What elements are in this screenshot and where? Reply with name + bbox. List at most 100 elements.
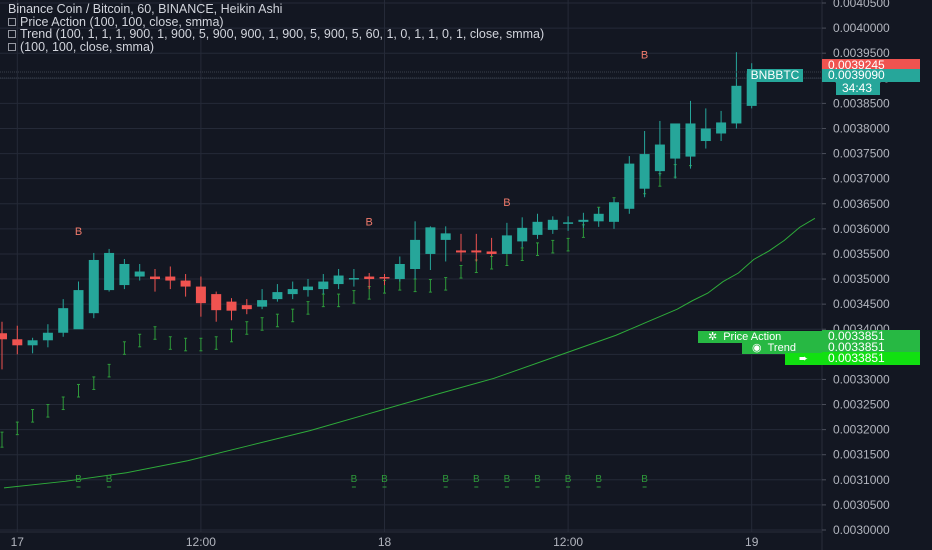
candle-body xyxy=(12,339,23,346)
price-tick-label: 0.0031500 xyxy=(833,448,890,462)
candle-body xyxy=(685,123,696,157)
candle-body xyxy=(379,277,390,279)
candle-body xyxy=(501,235,512,254)
time-axis[interactable]: 17 12:00 18 12:00 19 xyxy=(11,535,759,549)
buy-marker-bottom: B xyxy=(351,474,358,485)
buy-marker-top: B xyxy=(641,50,648,62)
buy-markers: B B B B B B B B B B B B B B B xyxy=(75,50,648,488)
price-tick-label: 0.0039500 xyxy=(833,46,890,60)
collapse-icon[interactable] xyxy=(8,43,16,52)
candle-body xyxy=(456,250,466,253)
collapse-icon[interactable] xyxy=(8,17,16,26)
candle-body xyxy=(731,85,742,124)
price-tick-label: 0.0035000 xyxy=(833,272,890,286)
candle-body xyxy=(58,308,69,333)
arrow-icon: ➨ xyxy=(798,353,809,365)
buy-marker-bottom: B xyxy=(565,474,572,485)
candle-body xyxy=(42,332,53,341)
buy-marker-bottom: B xyxy=(442,474,449,485)
candle-body xyxy=(654,144,665,172)
buy-marker-bottom: B xyxy=(473,474,480,485)
price-action-tag-label: Price Action xyxy=(723,331,782,343)
leaf-icon: ✲ xyxy=(708,331,718,343)
candle-body xyxy=(440,233,451,240)
candles xyxy=(0,52,757,370)
candle-body xyxy=(639,154,650,189)
candle-body xyxy=(211,294,222,311)
candle-body xyxy=(104,252,115,291)
candle-body xyxy=(746,73,757,106)
buy-marker-top: B xyxy=(366,216,373,228)
price-tick-label: 0.0036500 xyxy=(833,197,890,211)
buy-marker-bottom: B xyxy=(534,474,541,485)
candle-body xyxy=(0,333,7,340)
legend-trend-label: Trend (100, 1, 1, 1, 900, 1, 900, 5, 900… xyxy=(20,27,545,42)
ma-line xyxy=(3,217,816,489)
price-action-tag: ✲ Price Action xyxy=(698,331,822,343)
candle-body xyxy=(348,278,359,280)
legend-price-action[interactable]: Price Action (100, 100, close, smma) xyxy=(8,14,544,29)
candle-body xyxy=(486,251,497,254)
candle-body xyxy=(578,219,589,222)
candle-body xyxy=(547,219,558,230)
time-tick-label: 18 xyxy=(378,535,392,549)
buy-marker-top: B xyxy=(503,197,510,209)
candle-body xyxy=(624,163,635,209)
time-tick-label: 12:00 xyxy=(186,535,216,549)
price-tick-label: 0.0036000 xyxy=(833,222,890,236)
price-tick-label: 0.0034500 xyxy=(833,297,890,311)
buy-marker-bottom: B xyxy=(75,474,82,485)
candle-body xyxy=(180,280,191,287)
price-tick-label: 0.0030000 xyxy=(833,523,890,537)
price-tick-label: 0.0031000 xyxy=(833,473,890,487)
legend-title: Binance Coin / Bitcoin, 60, BINANCE, Hei… xyxy=(8,2,283,16)
trend-icon: ◉ xyxy=(752,342,762,354)
candle-body xyxy=(394,263,405,280)
ma-value-tag: 0.0033851 xyxy=(822,352,920,365)
trend-tag-label: Trend xyxy=(767,342,796,354)
collapse-icon[interactable] xyxy=(8,30,16,39)
price-tick-label: 0.0032000 xyxy=(833,423,890,437)
ma-polyline xyxy=(3,217,816,489)
candle-body xyxy=(73,290,84,330)
time-tick-label: 17 xyxy=(11,535,25,549)
price-tick-label: 0.0032500 xyxy=(833,398,890,412)
symbol-tag: BNBBTC xyxy=(747,69,803,82)
ask-price-tag: 0.0039245 xyxy=(822,59,920,72)
candle-body xyxy=(700,128,711,142)
trend-tag: ◉ Trend xyxy=(742,342,822,354)
price-tick-label: 0.0033000 xyxy=(833,372,890,386)
candle-body xyxy=(532,221,543,235)
legend-ma[interactable]: (100, 100, close, smma) xyxy=(8,41,544,54)
trend-value-tag: 0.0033851 xyxy=(822,341,920,354)
last-price-tag: 0.0039090 xyxy=(822,69,920,82)
price-tick-label: 0.0038500 xyxy=(833,96,890,110)
legend-price-action-label: Price Action (100, 100, close, smma) xyxy=(20,14,224,29)
buy-marker-top: B xyxy=(75,226,82,238)
candle-body xyxy=(150,276,160,280)
candle-body xyxy=(517,227,528,242)
candle-body xyxy=(226,301,237,311)
candle-body xyxy=(303,286,313,291)
candle-body xyxy=(27,340,38,346)
legend-trend[interactable]: Trend (100, 1, 1, 1, 900, 1, 900, 5, 900… xyxy=(8,28,544,41)
candle-body xyxy=(318,281,329,290)
candle-body xyxy=(272,292,283,300)
price-tick-label: 0.0037000 xyxy=(833,172,890,186)
price-tick-label: 0.0035500 xyxy=(833,247,890,261)
buy-marker-bottom: B xyxy=(595,474,602,485)
countdown-tag: 34:43 xyxy=(836,82,880,95)
candle-body xyxy=(563,222,574,224)
price-action-value-tag: 0.0033851 xyxy=(822,330,920,343)
candle-body xyxy=(471,250,482,253)
price-tick-label: 0.0030500 xyxy=(833,498,890,512)
price-tick-label: 0.0040500 xyxy=(833,0,890,10)
candle-body xyxy=(716,122,727,134)
candle-body xyxy=(670,123,681,159)
candle-body xyxy=(333,275,344,285)
time-tick-label: 12:00 xyxy=(553,535,583,549)
candle-body xyxy=(364,276,375,280)
time-tick-label: 19 xyxy=(745,535,759,549)
price-tick-label: 0.0038000 xyxy=(833,121,890,135)
